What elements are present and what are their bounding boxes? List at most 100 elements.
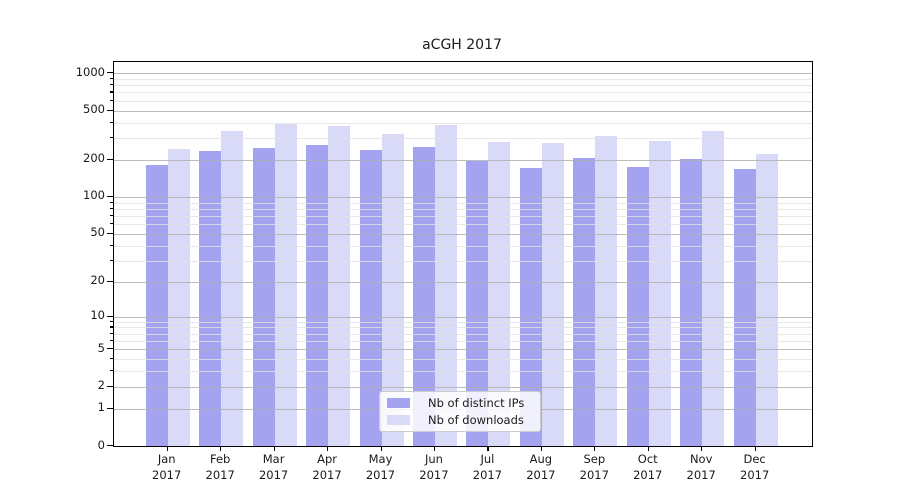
x-tick-label-may: May 2017 (365, 452, 396, 482)
y-tick-mark-200 (107, 158, 113, 160)
y-tick-label-0: 0 (97, 437, 105, 452)
chart-title: aCGH 2017 (422, 37, 502, 53)
gridline-minor-8 (114, 327, 812, 329)
y-tick-mark-10 (107, 315, 113, 317)
y-tick-label-100: 100 (83, 188, 105, 203)
y-minor-tick-mark-6 (110, 339, 113, 342)
gridline-minor-40 (114, 245, 812, 247)
y-minor-tick-mark-70 (110, 214, 113, 217)
y-tick-label-10: 10 (90, 308, 105, 323)
bar-downloads-mar (274, 124, 297, 446)
y-minor-tick-mark-300 (110, 137, 113, 139)
y-tick-mark-20 (107, 280, 113, 282)
bar-downloads-dec (755, 153, 778, 446)
x-tick-mark-may (380, 446, 382, 451)
x-tick-mark-feb (220, 446, 222, 451)
y-minor-tick-mark-900 (110, 77, 113, 80)
gridline-major-20 (114, 281, 812, 283)
y-minor-tick-mark-30 (110, 259, 113, 261)
gridline-major-5 (114, 349, 812, 351)
gridline-minor-800 (114, 85, 812, 87)
grid-layer (114, 62, 812, 446)
x-tick-label-aug: Aug 2017 (526, 452, 556, 482)
legend-entry-downloads: Nb of downloads (387, 413, 533, 427)
y-minor-tick-mark-600 (110, 99, 113, 101)
y-minor-tick-mark-400 (110, 121, 113, 123)
legend-label-downloads: Nb of downloads (428, 412, 524, 427)
bar-distinct-ips-apr (306, 144, 329, 446)
bar-downloads-jun (434, 124, 457, 446)
gridline-major-1000 (114, 73, 812, 75)
y-tick-mark-5 (107, 348, 113, 350)
bar-downloads-apr (328, 125, 351, 446)
gridline-major-50 (114, 233, 812, 235)
x-tick-mark-apr (327, 446, 329, 451)
y-tick-label-20: 20 (90, 273, 105, 288)
gridline-major-100 (114, 196, 812, 198)
y-minor-tick-mark-60 (110, 223, 113, 225)
gridline-minor-4 (114, 359, 812, 361)
y-tick-label-5: 5 (97, 340, 105, 355)
x-tick-label-apr: Apr 2017 (312, 452, 342, 482)
x-tick-label-feb: Feb 2017 (205, 452, 235, 482)
x-tick-label-nov: Nov 2017 (686, 452, 716, 482)
gridline-minor-7 (114, 333, 812, 335)
y-tick-mark-500 (107, 109, 113, 111)
plot-area: Nb of distinct IPs Nb of downloads (113, 61, 813, 447)
bar-distinct-ips-jul (466, 161, 489, 446)
bar-distinct-ips-oct (626, 166, 649, 446)
gridline-major-2 (114, 386, 812, 388)
bar-distinct-ips-aug (519, 167, 542, 446)
y-tick-mark-100 (107, 195, 113, 198)
legend-swatch-downloads (387, 414, 410, 425)
y-tick-mark-1 (107, 407, 113, 409)
y-tick-label-50: 50 (90, 225, 105, 240)
gridline-minor-60 (114, 224, 812, 226)
x-tick-mark-mar (273, 446, 275, 451)
y-tick-label-500: 500 (83, 102, 105, 116)
x-tick-label-sep: Sep 2017 (579, 452, 609, 482)
x-tick-mark-jul (487, 446, 489, 451)
x-tick-label-jul: Jul 2017 (472, 452, 503, 482)
gridline-minor-300 (114, 138, 812, 139)
gridline-minor-9 (114, 321, 812, 323)
bar-downloads-jul (488, 142, 511, 446)
legend-entry-distinct-ips: Nb of distinct IPs (387, 396, 533, 410)
x-tick-mark-jun (433, 446, 436, 451)
bar-downloads-may (381, 133, 404, 446)
y-minor-tick-mark-9 (110, 320, 113, 322)
bar-distinct-ips-nov (680, 158, 703, 446)
x-tick-mark-dec (754, 446, 756, 451)
y-tick-label-1: 1 (97, 400, 105, 415)
bar-downloads-sep (595, 136, 618, 446)
gridline-minor-70 (114, 215, 812, 217)
bar-downloads-aug (541, 142, 564, 446)
x-tick-label-jun: Jun 2017 (419, 452, 449, 482)
gridline-major-10 (114, 316, 812, 318)
y-tick-mark-2 (107, 385, 113, 387)
y-minor-tick-mark-90 (110, 201, 113, 203)
gridline-minor-90 (114, 202, 812, 204)
y-minor-tick-mark-8 (110, 326, 113, 328)
y-tick-mark-1000 (107, 72, 113, 74)
bar-downloads-oct (648, 141, 671, 446)
x-tick-mark-sep (594, 446, 596, 451)
gridline-minor-600 (114, 100, 812, 102)
x-tick-label-dec: Dec 2017 (740, 452, 770, 482)
y-minor-tick-mark-7 (110, 332, 113, 334)
gridline-major-200 (114, 159, 812, 161)
y-tick-label-2: 2 (97, 378, 105, 393)
gridline-major-500 (114, 110, 812, 112)
gridline-minor-6 (114, 340, 812, 342)
x-tick-mark-nov (701, 446, 703, 451)
y-tick-mark-50 (107, 232, 113, 234)
gridline-minor-700 (114, 92, 812, 94)
gridline-minor-80 (114, 208, 812, 210)
y-minor-tick-mark-700 (110, 91, 113, 93)
x-tick-mark-oct (647, 446, 649, 451)
gridline-minor-900 (114, 78, 812, 80)
y-minor-tick-mark-3 (110, 370, 113, 372)
legend: Nb of distinct IPs Nb of downloads (379, 391, 541, 432)
legend-swatch-distinct-ips (387, 398, 410, 409)
